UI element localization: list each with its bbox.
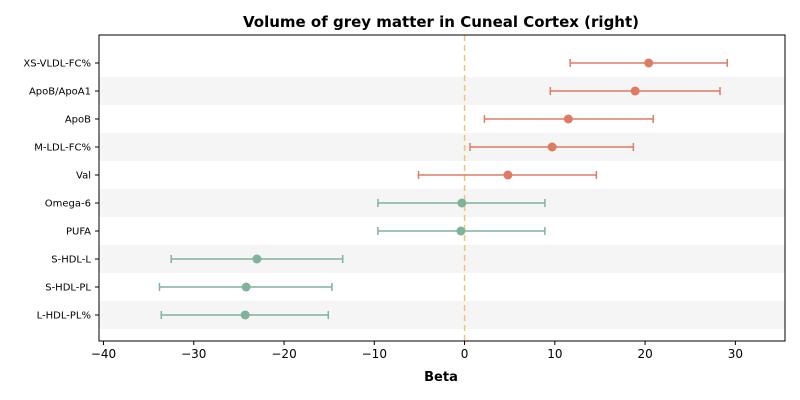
- estimate-point: [644, 58, 654, 68]
- x-tick-label: 0: [461, 347, 469, 361]
- axes-frame: [98, 34, 786, 342]
- series-marks-group: [158, 58, 728, 320]
- x-tick-label: 30: [728, 347, 743, 361]
- estimate-point: [240, 310, 250, 320]
- y-tick-label: S-HDL-PL: [45, 283, 91, 294]
- y-tick-label: Val: [76, 171, 91, 182]
- y-tick-label: M-LDL-FC%: [34, 143, 91, 154]
- y-tick-label: S-HDL-L: [51, 255, 91, 266]
- estimate-point: [563, 114, 573, 124]
- x-tick-label: 10: [547, 347, 562, 361]
- estimate-point: [547, 142, 557, 152]
- estimate-point: [456, 226, 466, 236]
- x-tick-label: 20: [637, 347, 652, 361]
- y-tick-label: PUFA: [66, 227, 91, 238]
- y-tick-label: XS-VLDL-FC%: [23, 59, 91, 70]
- y-tick-label: Omega-6: [45, 199, 91, 210]
- estimate-point: [503, 170, 513, 180]
- x-tick-label: −10: [362, 347, 387, 361]
- y-axis: XS-VLDL-FC% ApoB/ApoA1 ApoB M-LDL-FC% Val Ome…: [23, 59, 99, 322]
- chart-title: Volume of grey matter in Cuneal Cortex (…: [243, 13, 639, 31]
- y-tick-label: L-HDL-PL%: [37, 311, 91, 322]
- row-band: [99, 133, 785, 161]
- y-tick-label: ApoB: [65, 115, 91, 126]
- estimate-point: [252, 254, 262, 264]
- x-axis: −40 −30 −20 −10 0 10 20 30: [91, 341, 743, 361]
- estimate-point: [457, 198, 467, 208]
- x-tick-label: −20: [271, 347, 296, 361]
- estimate-point: [630, 86, 640, 96]
- x-tick-label: −30: [181, 347, 206, 361]
- x-axis-label: Beta: [424, 370, 458, 385]
- y-tick-label: ApoB/ApoA1: [29, 87, 91, 98]
- x-tick-label: −40: [91, 347, 116, 361]
- estimate-point: [241, 282, 251, 292]
